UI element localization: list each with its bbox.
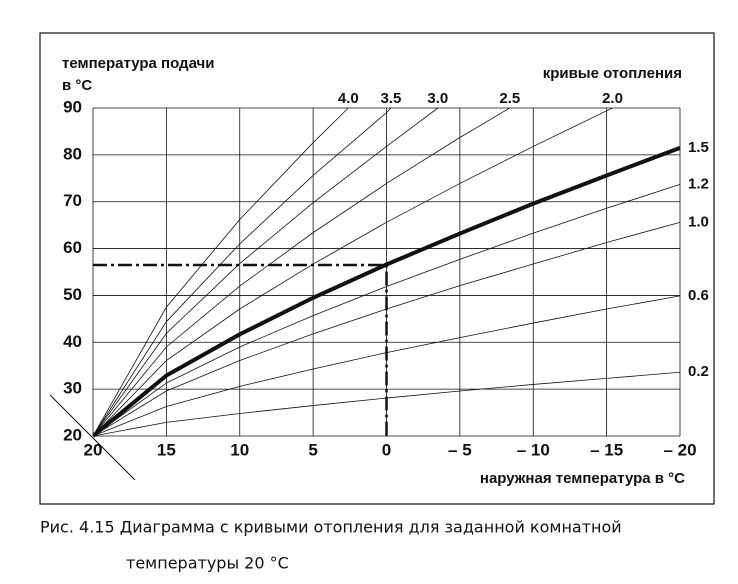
y-tick-label: 70 [63, 191, 82, 210]
curve [93, 183, 681, 437]
diagonal [49, 394, 136, 481]
curve-label: 4.0 [338, 90, 359, 107]
y-tick-label: 30 [63, 379, 82, 398]
curve-label: 0.2 [688, 363, 709, 380]
x-label: наружная температура в °C [480, 470, 685, 487]
x-tick-label: – 15 [590, 440, 623, 459]
x-tick-label: 5 [308, 440, 317, 459]
y-tick-label: 60 [63, 238, 82, 257]
curve-label: 3.5 [380, 90, 401, 107]
curve [93, 107, 349, 437]
x-tick-label: – 20 [663, 440, 696, 459]
y-tick-label: 80 [63, 144, 82, 163]
curve [93, 107, 392, 437]
reference-line [93, 263, 388, 436]
x-tick-label: – 10 [517, 440, 550, 459]
curve [93, 107, 510, 437]
x-tick-label: 20 [84, 440, 103, 459]
x-tick-label: 0 [382, 440, 391, 459]
curve-label: 1.0 [688, 213, 709, 230]
curve-label: 2.5 [499, 90, 520, 107]
frame [39, 32, 715, 505]
x-tick-label: – 5 [448, 440, 472, 459]
curve-label: 1.5 [688, 139, 709, 156]
curve-label: 1.2 [688, 175, 709, 192]
curve-label: 2.0 [602, 90, 623, 107]
y-tick-label: 90 [63, 97, 82, 116]
curve-label: 3.0 [427, 90, 448, 107]
y-tick-label: 50 [63, 285, 82, 304]
x-tick-label: 15 [157, 440, 176, 459]
curve-label: 0.6 [688, 287, 709, 304]
caption: температуры 20 °С [126, 554, 289, 573]
curve [93, 107, 439, 437]
caption: Рис. 4.15 Диаграмма с кривыми отопления … [40, 518, 622, 537]
y-label: в °C [62, 77, 92, 94]
curve [93, 107, 613, 437]
y-tick-label: 20 [63, 425, 82, 444]
x-tick-label: 10 [230, 440, 249, 459]
y-tick-label: 40 [63, 332, 82, 351]
y-label: температура подачи [62, 55, 214, 72]
curves-label: кривые отопления [543, 65, 682, 82]
